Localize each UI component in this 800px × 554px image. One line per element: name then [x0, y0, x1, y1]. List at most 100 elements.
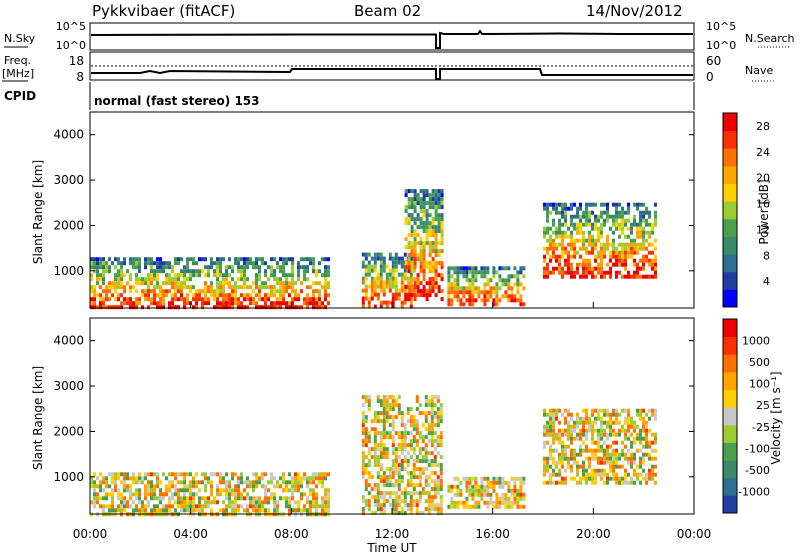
power-cell — [428, 225, 432, 230]
power-cell — [428, 245, 432, 250]
power-cell — [403, 272, 407, 277]
velocity-cell — [424, 403, 428, 408]
velocity-cell — [558, 436, 561, 441]
velocity-cell — [498, 504, 502, 509]
power-cell — [609, 254, 612, 259]
velocity-cell — [225, 472, 228, 477]
power-cell — [552, 218, 555, 223]
velocity-cell — [382, 443, 386, 448]
time-axis-label: Time UT — [366, 541, 417, 554]
velocity-cell — [639, 472, 642, 477]
power-cell — [237, 277, 240, 282]
velocity-cell — [424, 443, 428, 448]
velocity-cell — [474, 488, 478, 493]
power-cell — [204, 289, 207, 294]
power-cell — [546, 246, 549, 251]
power-cell — [633, 270, 636, 275]
power-cell — [570, 202, 573, 207]
power-cell — [204, 281, 207, 286]
velocity-cell — [564, 408, 567, 413]
power-cell — [279, 281, 282, 286]
velocity-cell — [627, 436, 630, 441]
power-cell — [246, 277, 249, 282]
power-cell — [419, 265, 423, 270]
power-cell — [144, 293, 147, 298]
power-cell — [410, 293, 414, 298]
power-cell — [90, 285, 93, 290]
velocity-cell — [579, 432, 582, 437]
velocity-cell — [415, 511, 419, 516]
velocity-cell — [645, 472, 648, 477]
power-cell — [570, 230, 573, 235]
power-cell — [480, 270, 484, 275]
velocity-cell — [321, 484, 324, 489]
power-cell — [410, 225, 414, 230]
power-cell — [234, 257, 237, 262]
power-cell — [410, 261, 414, 266]
velocity-cell — [300, 480, 303, 485]
velocity-cell — [219, 488, 222, 493]
velocity-cell — [391, 475, 395, 480]
power-cell — [465, 298, 469, 303]
velocity-cell — [585, 428, 588, 433]
power-cell — [519, 282, 523, 287]
power-cell — [379, 256, 383, 261]
power-cell — [168, 277, 171, 282]
power-cell — [153, 285, 156, 290]
velocity-cell — [498, 480, 502, 485]
velocity-colorbar-tick: 500 — [749, 356, 770, 369]
velocity-cell — [321, 500, 324, 505]
power-cell — [612, 230, 615, 235]
power-cell — [582, 274, 585, 279]
power-cell — [138, 277, 141, 282]
power-cell — [90, 273, 93, 278]
power-cell — [471, 278, 475, 283]
velocity-cell — [468, 488, 472, 493]
power-cell — [294, 293, 297, 298]
power-cell — [312, 269, 315, 274]
power-cell — [198, 257, 201, 262]
power-cell — [561, 274, 564, 279]
power-colorbar-segment — [723, 130, 737, 149]
power-cell — [150, 281, 153, 286]
velocity-cell — [600, 448, 603, 453]
velocity-cell — [382, 415, 386, 420]
power-cell — [648, 242, 651, 247]
velocity-cell — [436, 483, 440, 488]
velocity-cell — [159, 496, 162, 501]
power-cell — [440, 229, 444, 234]
velocity-cell — [246, 508, 249, 513]
velocity-cell — [367, 431, 371, 436]
velocity-cell — [324, 492, 327, 497]
velocity-cell — [391, 467, 395, 472]
power-cell — [437, 289, 441, 294]
power-cell — [165, 293, 168, 298]
power-cell — [195, 301, 198, 306]
power-cell — [431, 269, 435, 274]
velocity-cell — [654, 456, 657, 461]
velocity-cell — [364, 463, 368, 468]
velocity-cell — [409, 507, 413, 512]
velocity-cell — [273, 476, 276, 481]
power-cell — [388, 272, 392, 277]
power-cell — [174, 293, 177, 298]
velocity-cell — [477, 504, 481, 509]
power-cell — [546, 274, 549, 279]
power-cell — [450, 290, 454, 295]
velocity-cell — [624, 432, 627, 437]
power-cell — [279, 285, 282, 290]
velocity-cell — [412, 439, 416, 444]
power-cell — [111, 305, 114, 310]
velocity-cell — [391, 435, 395, 440]
power-cell — [431, 197, 435, 202]
power-cell — [579, 214, 582, 219]
velocity-cell — [648, 452, 651, 457]
power-cell — [407, 241, 411, 246]
power-cell — [564, 202, 567, 207]
power-cell — [180, 269, 183, 274]
velocity-cell — [165, 504, 168, 509]
velocity-cell — [585, 480, 588, 485]
velocity-cell — [397, 407, 401, 412]
power-cell — [654, 210, 657, 215]
power-cell — [654, 202, 657, 207]
